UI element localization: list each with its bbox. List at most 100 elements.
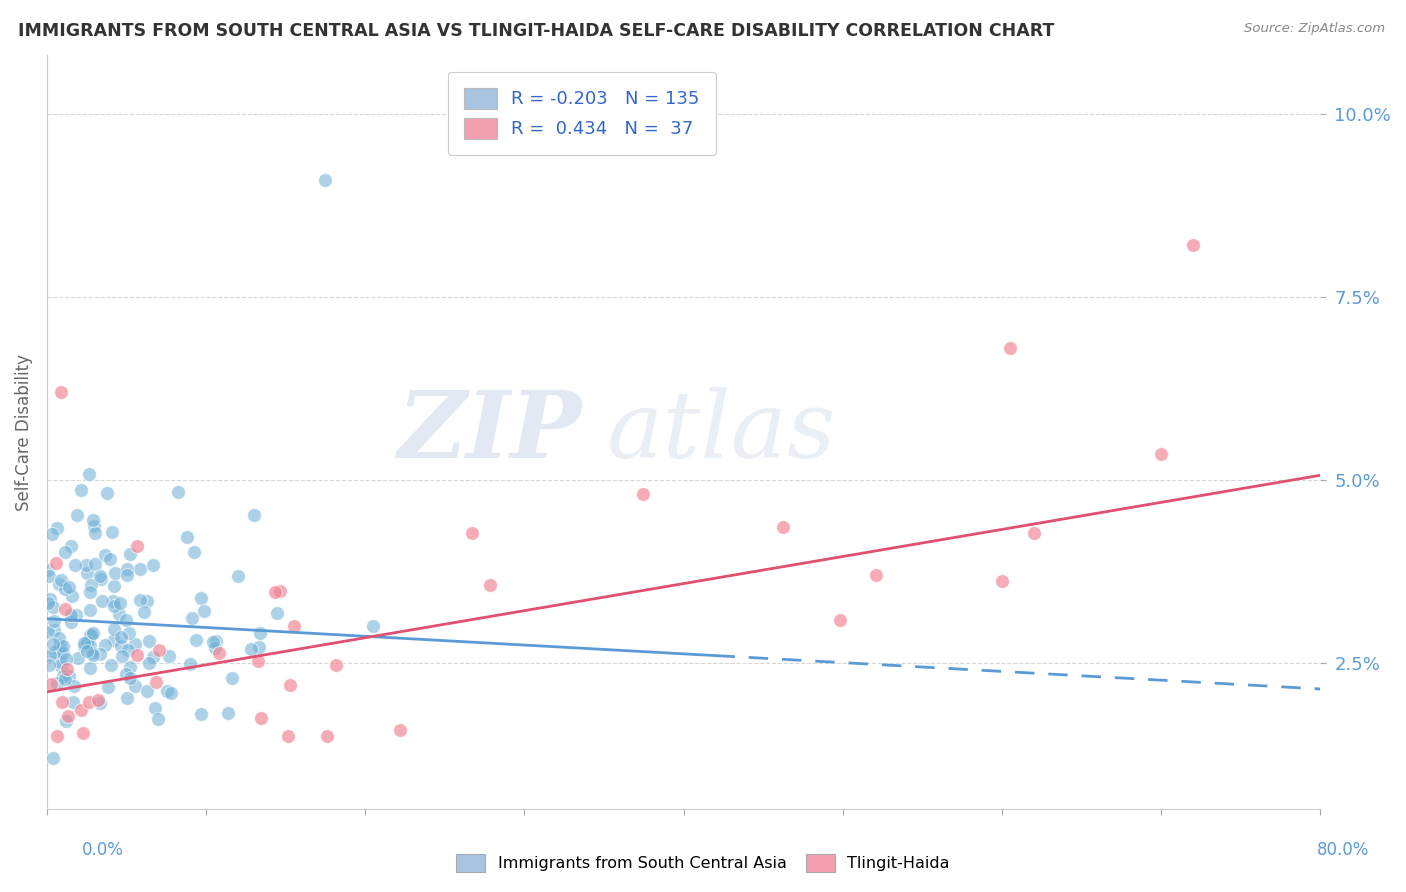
Y-axis label: Self-Care Disability: Self-Care Disability (15, 353, 32, 510)
Point (142, 558, 165, 573)
Point (184, 632, 207, 647)
Point (181, 611, 204, 625)
Point (93, 549, 115, 563)
Point (118, 660, 141, 674)
Point (129, 593, 152, 607)
Point (132, 605, 155, 619)
Point (51, 695, 73, 709)
Point (53, 582, 76, 596)
Point (117, 690, 139, 705)
Legend: Immigrants from South Central Asia, Tlingit-Haida: Immigrants from South Central Asia, Tlin… (449, 846, 957, 880)
Point (249, 640, 271, 655)
Point (991, 574, 1014, 588)
Legend: R = -0.203   N = 135, R =  0.434   N =  37: R = -0.203 N = 135, R = 0.434 N = 37 (449, 71, 716, 155)
Point (96, 486, 118, 500)
Text: ZIP: ZIP (398, 387, 582, 477)
Point (58, 669, 80, 683)
Point (82, 513, 104, 527)
Point (115, 666, 138, 681)
Point (53, 602, 76, 616)
Point (51, 658, 73, 673)
Point (240, 642, 263, 657)
Point (80, 646, 103, 660)
Point (63, 558, 86, 573)
Point (91, 594, 114, 608)
Point (52, 639, 75, 653)
Point (83, 519, 105, 533)
Point (48, 632, 70, 646)
Point (1182, 238, 1205, 252)
Point (79, 639, 101, 653)
Point (101, 524, 124, 539)
Text: atlas: atlas (607, 387, 837, 477)
Point (193, 604, 215, 618)
Point (100, 657, 122, 672)
Point (250, 711, 273, 725)
Point (117, 643, 139, 657)
Point (108, 596, 131, 610)
Point (388, 723, 411, 738)
Point (176, 530, 198, 544)
Point (361, 619, 384, 633)
Text: 0.0%: 0.0% (82, 840, 124, 858)
Point (70, 483, 93, 497)
Point (38, 658, 60, 673)
Point (120, 672, 142, 686)
Point (221, 671, 243, 685)
Point (246, 654, 269, 668)
Point (226, 569, 249, 583)
Point (156, 684, 179, 698)
Point (66, 650, 89, 665)
Point (865, 568, 887, 582)
Point (49, 655, 72, 669)
Point (148, 642, 170, 657)
Point (136, 684, 159, 698)
Point (283, 619, 305, 633)
Point (142, 650, 165, 665)
Point (79, 694, 101, 708)
Point (264, 585, 287, 599)
Point (42, 614, 65, 628)
Point (104, 566, 127, 581)
Point (89, 696, 111, 710)
Point (1150, 447, 1173, 461)
Point (202, 635, 225, 649)
Point (76, 635, 98, 649)
Point (89, 647, 111, 661)
Point (148, 712, 170, 726)
Point (73, 639, 96, 653)
Point (42, 751, 65, 765)
Point (461, 526, 484, 541)
Point (58, 709, 80, 723)
Point (59, 607, 82, 622)
Point (66, 508, 89, 523)
Point (42, 624, 65, 638)
Point (118, 626, 141, 640)
Point (98, 551, 121, 566)
Point (145, 701, 167, 715)
Point (37, 625, 59, 640)
Point (138, 633, 160, 648)
Point (138, 656, 160, 670)
Point (45, 729, 67, 743)
Point (631, 487, 654, 501)
Point (75, 558, 97, 573)
Point (62, 695, 84, 709)
Point (159, 686, 181, 700)
Point (325, 657, 347, 672)
Point (63, 679, 86, 693)
Point (124, 637, 146, 651)
Point (115, 562, 138, 576)
Point (125, 539, 148, 553)
Point (110, 640, 132, 654)
Point (80, 578, 103, 592)
Point (167, 485, 190, 500)
Point (204, 640, 226, 655)
Text: 80.0%: 80.0% (1316, 840, 1369, 858)
Point (60, 589, 83, 603)
Point (45, 556, 67, 570)
Point (84, 526, 107, 541)
Point (86, 693, 108, 707)
Point (108, 607, 131, 622)
Point (58, 580, 80, 594)
